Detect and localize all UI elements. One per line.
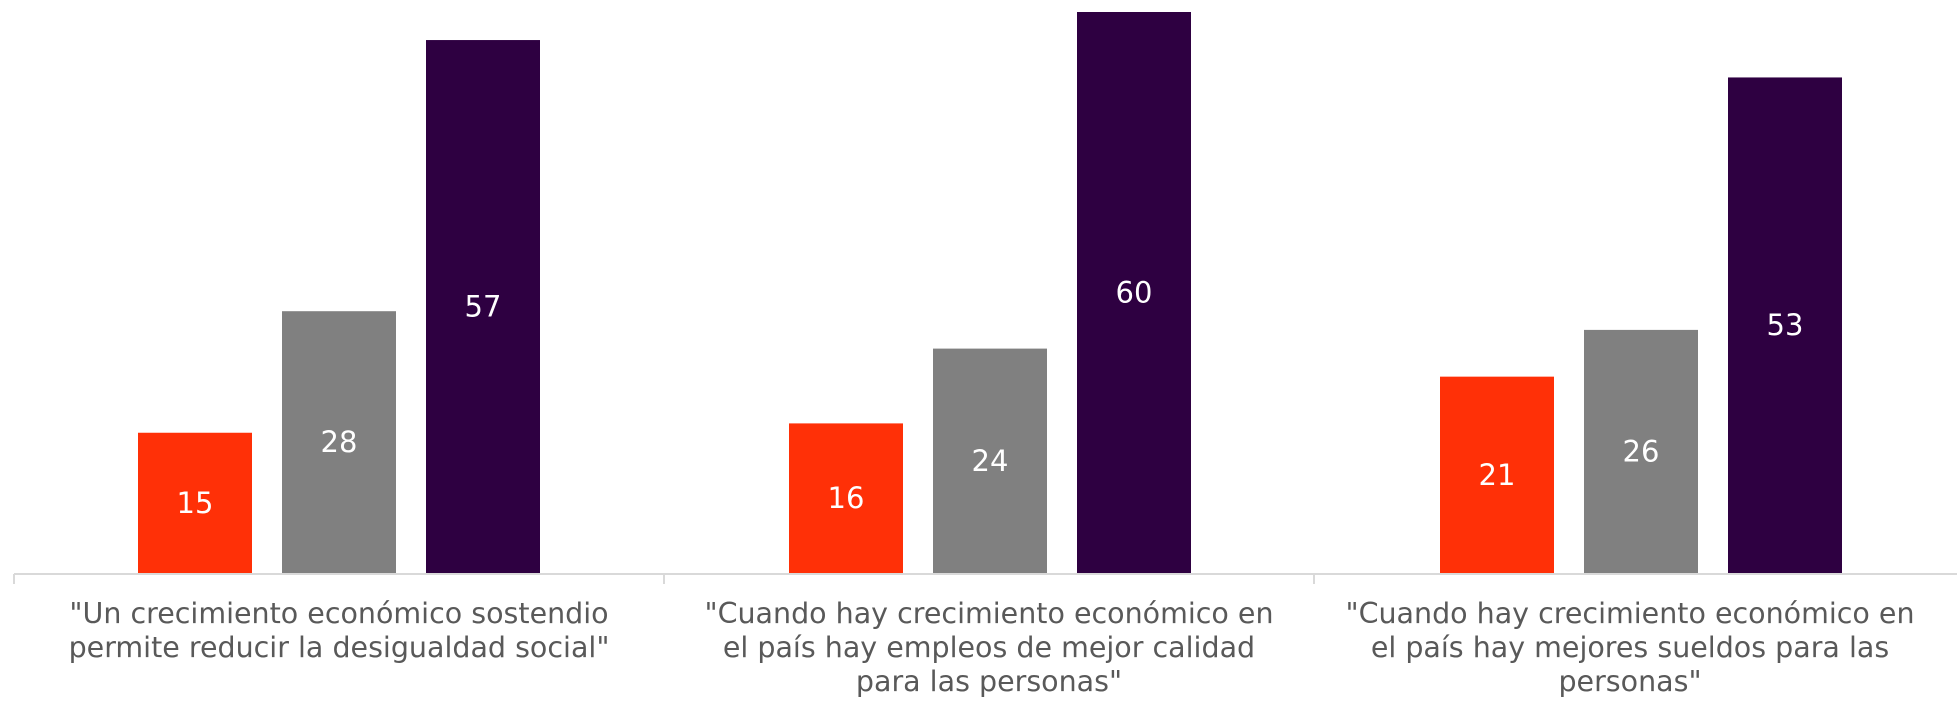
bar-2-3: [1077, 12, 1191, 573]
bar-1-1: [138, 432, 252, 573]
bar-3-2: [1584, 329, 1698, 573]
value-label-2-3: 60: [1116, 276, 1153, 310]
value-label-3-1: 21: [1479, 458, 1516, 492]
value-labels-group: 15 28 57 16 24 60 21 26 53: [177, 276, 1804, 520]
value-label-1-2: 28: [321, 425, 358, 459]
bar-1-3: [426, 40, 540, 574]
category-label-2: "Cuando hay crecimiento económico en el …: [665, 597, 1313, 699]
bar-1-2: [282, 311, 396, 573]
value-label-3-3: 53: [1767, 308, 1804, 342]
bar-2-2: [933, 348, 1047, 573]
category-label-line: personas": [1558, 665, 1702, 698]
category-label-line: "Un crecimiento económico sostendio: [69, 597, 609, 630]
category-label-line: el país hay empleos de mejor calidad: [722, 631, 1256, 664]
category-label-line: para las personas": [855, 665, 1123, 698]
value-label-2-1: 16: [828, 481, 865, 515]
value-label-3-2: 26: [1623, 434, 1660, 468]
category-label-line: el país hay mejores sueldos para las: [1370, 631, 1890, 664]
category-label-line: permite reducir la desigualdad social": [68, 631, 610, 664]
bar-3-3: [1728, 77, 1842, 573]
value-label-2-2: 24: [972, 444, 1009, 478]
category-label-1: "Un crecimiento económico sostendio perm…: [15, 597, 663, 665]
value-label-1-1: 15: [177, 486, 214, 520]
bars-group: [138, 12, 1842, 574]
category-label-line: "Cuando hay crecimiento económico en: [1345, 597, 1915, 630]
category-label-line: "Cuando hay crecimiento económico en: [704, 597, 1274, 630]
value-label-1-3: 57: [465, 290, 502, 324]
category-label-3: "Cuando hay crecimiento económico en el …: [1306, 597, 1954, 699]
bar-2-1: [789, 423, 903, 573]
bar-3-1: [1440, 376, 1554, 573]
